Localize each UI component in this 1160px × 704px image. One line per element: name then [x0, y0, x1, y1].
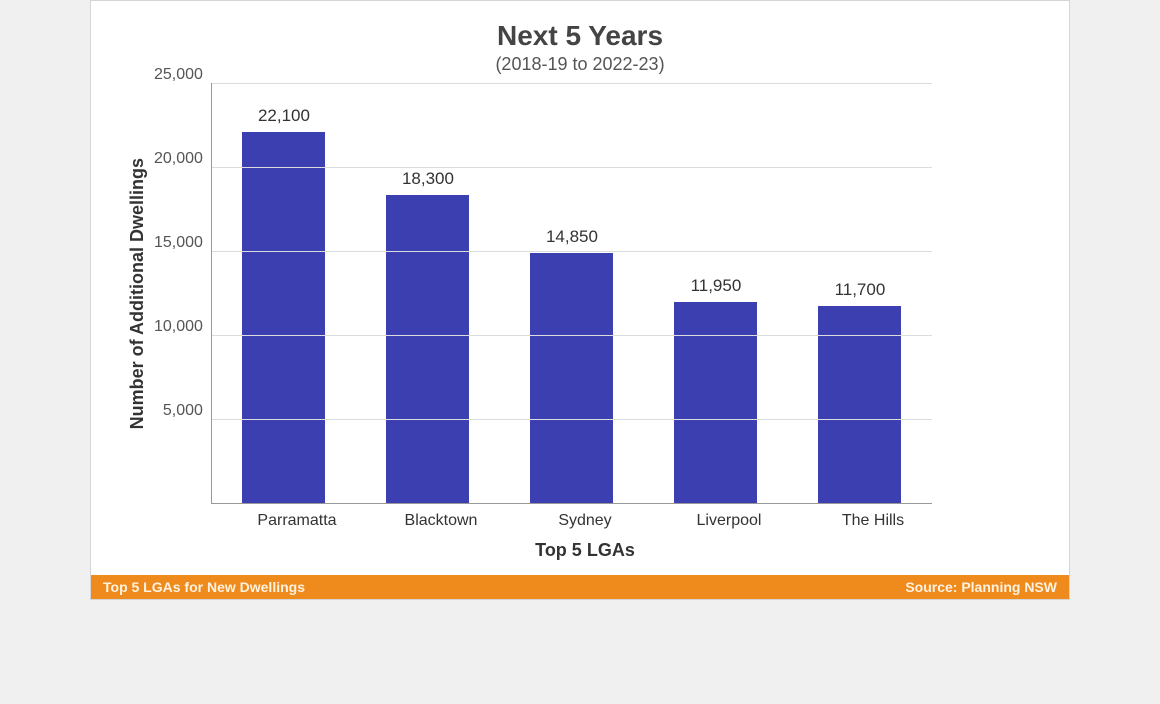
plot-area: 22,100 18,300 14,850 11,950 11,700 [211, 83, 932, 504]
plot-row: Number of Additional Dwellings 25,00020,… [121, 83, 1039, 504]
bar [530, 253, 613, 502]
bar [242, 132, 325, 503]
chart-title: Next 5 Years [121, 21, 1039, 52]
x-axis-ticks: Parramatta Blacktown Sydney Liverpool The Hi… [225, 512, 945, 530]
title-block: Next 5 Years (2018-19 to 2022-23) [121, 21, 1039, 75]
footer-bar: Top 5 LGAs for New Dwellings Source: Pla… [91, 575, 1069, 599]
x-tick-label: The Hills [808, 512, 938, 530]
x-axis-label: Top 5 LGAs [225, 540, 945, 561]
x-tick-label: Parramatta [232, 512, 362, 530]
x-tick-label: Liverpool [664, 512, 794, 530]
footer-left: Top 5 LGAs for New Dwellings [103, 579, 305, 595]
bar-value-label: 11,950 [691, 276, 742, 296]
bar-value-label: 11,700 [835, 280, 886, 300]
y-axis-label: Number of Additional Dwellings [121, 158, 154, 429]
gridline [212, 83, 932, 84]
x-tick-label: Blacktown [376, 512, 506, 530]
bar-value-label: 22,100 [258, 106, 310, 126]
bar-value-label: 18,300 [402, 169, 454, 189]
bar-group: 14,850 [507, 227, 637, 502]
footer-right: Source: Planning NSW [905, 579, 1057, 595]
gridline [212, 419, 932, 420]
gridline [212, 167, 932, 168]
bar-value-label: 14,850 [546, 227, 598, 247]
gridline [212, 335, 932, 336]
bar-group: 18,300 [363, 169, 493, 502]
chart-container: Next 5 Years (2018-19 to 2022-23) Number… [90, 0, 1070, 600]
gridline [212, 251, 932, 252]
y-axis-ticks: 25,00020,00015,00010,0005,000 [154, 83, 211, 503]
bar-group: 22,100 [219, 106, 349, 503]
bar-group: 11,950 [651, 276, 781, 503]
bar [386, 195, 469, 502]
bar-group: 11,700 [795, 280, 925, 503]
x-tick-label: Sydney [520, 512, 650, 530]
bar [674, 302, 757, 503]
bars-group: 22,100 18,300 14,850 11,950 11,700 [212, 83, 932, 503]
chart-subtitle: (2018-19 to 2022-23) [121, 54, 1039, 75]
